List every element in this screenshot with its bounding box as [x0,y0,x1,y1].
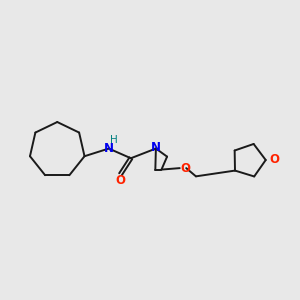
Text: H: H [110,135,118,145]
Text: N: N [151,141,161,154]
Text: O: O [270,153,280,166]
Text: O: O [181,162,190,175]
Text: O: O [115,174,125,187]
Text: N: N [104,142,114,155]
